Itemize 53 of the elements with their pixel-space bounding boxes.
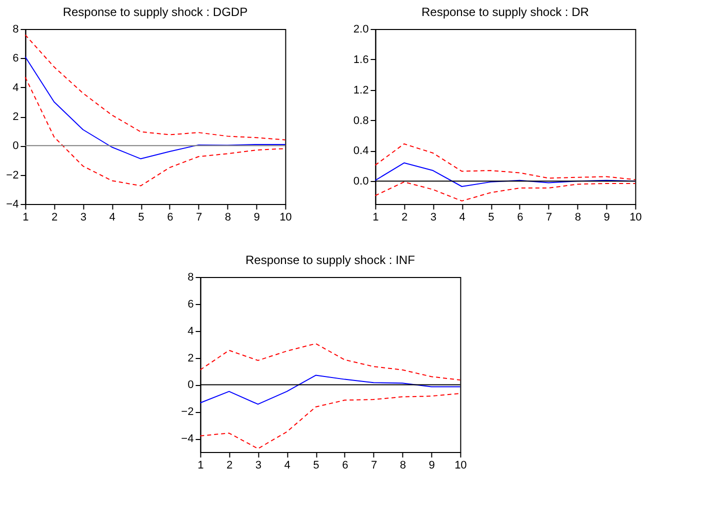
y-tick-label: 1.2 xyxy=(353,84,369,96)
x-tick-label: 2 xyxy=(226,460,233,472)
x-tick-label: 8 xyxy=(224,212,231,224)
x-tick-label: 5 xyxy=(313,460,320,472)
x-tick-label: 9 xyxy=(604,212,610,224)
y-tick-label: −4 xyxy=(6,198,19,210)
y-tick-label: 8 xyxy=(188,272,194,284)
chart-title: Response to supply shock : DGDP xyxy=(62,5,248,19)
y-tick-label: 0.4 xyxy=(353,145,369,158)
x-tick-label: 2 xyxy=(52,212,58,224)
chart-title: Response to supply shock : DR xyxy=(421,5,590,19)
x-tick-label: 7 xyxy=(546,212,552,224)
y-tick-label: 6 xyxy=(188,298,194,310)
x-tick-label: 7 xyxy=(370,460,378,472)
x-tick-label: 6 xyxy=(167,212,174,224)
y-tick-label: 2 xyxy=(12,111,19,123)
x-tick-label: 10 xyxy=(630,212,642,224)
x-tick-label: 1 xyxy=(198,460,204,472)
x-tick-label: 4 xyxy=(459,212,466,224)
x-tick-label: 5 xyxy=(488,212,494,224)
x-tick-label: 6 xyxy=(342,460,348,472)
y-tick-label: 0.0 xyxy=(353,176,369,188)
y-tick-label: 2 xyxy=(188,352,194,364)
y-tick-label: −2 xyxy=(6,169,19,182)
y-tick-label: 2.0 xyxy=(353,24,369,36)
x-tick-label: 1 xyxy=(22,212,29,224)
y-tick-label: 8 xyxy=(12,24,19,36)
y-tick-label: 0 xyxy=(12,140,19,152)
x-tick-label: 10 xyxy=(280,212,292,224)
x-tick-label: 7 xyxy=(196,212,202,224)
x-tick-label: 2 xyxy=(402,212,408,224)
x-tick-label: 4 xyxy=(109,212,116,224)
x-tick-label: 3 xyxy=(430,212,437,224)
y-tick-label: 0.8 xyxy=(353,114,369,127)
y-tick-label: 1.6 xyxy=(353,54,369,66)
y-tick-label: 0 xyxy=(188,379,194,392)
x-tick-label: 3 xyxy=(80,212,87,224)
x-tick-label: 1 xyxy=(372,212,379,224)
chart-title: Response to supply shock : INF xyxy=(245,253,415,267)
x-tick-label: 5 xyxy=(138,212,144,224)
y-tick-label: −2 xyxy=(181,406,194,418)
x-tick-label: 8 xyxy=(400,460,406,472)
y-tick-label: 4 xyxy=(188,325,194,338)
x-tick-label: 8 xyxy=(574,212,581,224)
y-tick-label: 4 xyxy=(12,82,19,94)
x-tick-label: 9 xyxy=(254,212,260,224)
y-tick-label: −4 xyxy=(181,433,194,446)
y-tick-label: 6 xyxy=(12,52,19,65)
x-tick-label: 3 xyxy=(255,460,262,472)
x-tick-label: 9 xyxy=(428,460,435,472)
x-tick-label: 10 xyxy=(454,460,467,472)
x-tick-label: 6 xyxy=(517,212,524,224)
x-tick-label: 4 xyxy=(284,460,290,472)
